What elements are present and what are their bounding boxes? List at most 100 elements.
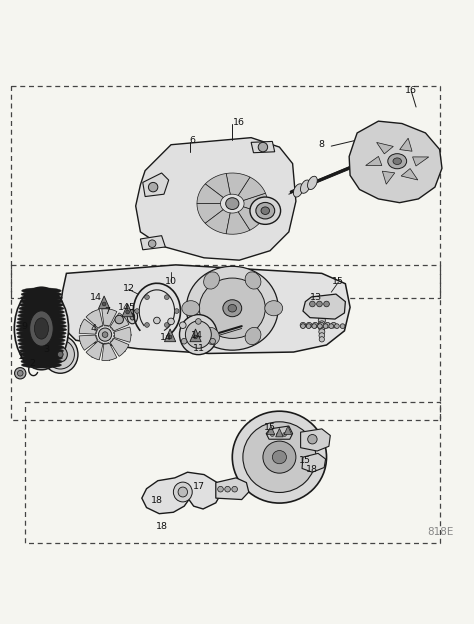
Polygon shape xyxy=(284,426,292,434)
Ellipse shape xyxy=(245,272,261,289)
Text: 17: 17 xyxy=(193,482,205,491)
Text: 16: 16 xyxy=(233,118,246,127)
Circle shape xyxy=(319,323,324,328)
Ellipse shape xyxy=(245,328,261,344)
Ellipse shape xyxy=(20,295,62,301)
Ellipse shape xyxy=(256,202,275,219)
Ellipse shape xyxy=(30,311,53,346)
Circle shape xyxy=(325,323,330,328)
Ellipse shape xyxy=(293,184,303,197)
Circle shape xyxy=(306,323,312,328)
Text: 18: 18 xyxy=(155,522,168,531)
Ellipse shape xyxy=(178,487,188,497)
Ellipse shape xyxy=(53,347,67,362)
Circle shape xyxy=(174,309,179,313)
Circle shape xyxy=(319,325,325,331)
Circle shape xyxy=(168,318,174,324)
Polygon shape xyxy=(243,193,268,214)
Circle shape xyxy=(318,317,326,324)
Text: 7: 7 xyxy=(104,308,110,316)
Ellipse shape xyxy=(265,301,283,316)
Ellipse shape xyxy=(232,411,327,503)
Text: 15: 15 xyxy=(299,456,311,465)
Ellipse shape xyxy=(57,351,63,358)
Polygon shape xyxy=(140,236,165,250)
Ellipse shape xyxy=(393,158,401,165)
Polygon shape xyxy=(102,309,117,326)
Circle shape xyxy=(306,324,311,328)
Ellipse shape xyxy=(308,176,317,190)
Circle shape xyxy=(319,321,325,328)
Ellipse shape xyxy=(18,316,65,322)
Text: 4: 4 xyxy=(90,324,96,333)
Text: 14: 14 xyxy=(191,331,203,340)
Ellipse shape xyxy=(226,198,239,210)
Circle shape xyxy=(180,322,186,328)
Ellipse shape xyxy=(223,300,242,317)
Circle shape xyxy=(277,432,280,436)
Circle shape xyxy=(102,302,106,306)
Circle shape xyxy=(301,324,305,328)
Polygon shape xyxy=(60,265,350,353)
Ellipse shape xyxy=(43,336,78,373)
Ellipse shape xyxy=(301,180,310,193)
Circle shape xyxy=(324,301,329,307)
Ellipse shape xyxy=(182,301,200,316)
Circle shape xyxy=(194,335,197,339)
Polygon shape xyxy=(377,142,393,154)
Circle shape xyxy=(319,337,325,342)
Ellipse shape xyxy=(263,441,296,473)
Circle shape xyxy=(225,486,230,492)
Polygon shape xyxy=(401,168,418,180)
Ellipse shape xyxy=(127,310,137,324)
Circle shape xyxy=(135,309,139,313)
Circle shape xyxy=(323,324,328,328)
Text: 15: 15 xyxy=(264,423,276,432)
Polygon shape xyxy=(303,294,346,319)
Polygon shape xyxy=(164,329,176,342)
Ellipse shape xyxy=(18,337,65,343)
Ellipse shape xyxy=(228,305,237,312)
Polygon shape xyxy=(79,335,98,350)
Polygon shape xyxy=(86,341,103,360)
Text: 16: 16 xyxy=(405,86,417,95)
Circle shape xyxy=(300,323,306,328)
Text: 14: 14 xyxy=(90,293,101,303)
Circle shape xyxy=(319,333,325,338)
Ellipse shape xyxy=(243,422,316,492)
Ellipse shape xyxy=(16,323,66,329)
Ellipse shape xyxy=(20,298,63,305)
Circle shape xyxy=(318,324,322,328)
Ellipse shape xyxy=(204,328,219,344)
Ellipse shape xyxy=(17,319,66,326)
Circle shape xyxy=(329,324,334,328)
Polygon shape xyxy=(190,329,201,342)
Polygon shape xyxy=(266,426,292,439)
Ellipse shape xyxy=(173,482,192,502)
Circle shape xyxy=(115,315,123,324)
Circle shape xyxy=(283,432,286,436)
Ellipse shape xyxy=(21,291,62,298)
Circle shape xyxy=(312,324,317,328)
Circle shape xyxy=(154,317,160,324)
Polygon shape xyxy=(86,310,103,328)
Ellipse shape xyxy=(180,314,217,354)
Ellipse shape xyxy=(19,344,64,351)
Polygon shape xyxy=(238,207,265,230)
Ellipse shape xyxy=(17,330,66,336)
Ellipse shape xyxy=(19,302,64,308)
Circle shape xyxy=(145,295,149,300)
Ellipse shape xyxy=(130,313,135,320)
Circle shape xyxy=(148,182,158,192)
Polygon shape xyxy=(349,121,442,203)
Ellipse shape xyxy=(20,351,63,358)
Text: 15: 15 xyxy=(332,277,344,286)
Ellipse shape xyxy=(102,332,108,338)
Text: 6: 6 xyxy=(189,135,195,145)
Ellipse shape xyxy=(273,451,286,464)
Text: 10: 10 xyxy=(165,277,177,286)
Circle shape xyxy=(168,335,172,339)
Ellipse shape xyxy=(46,340,74,369)
Polygon shape xyxy=(365,157,382,165)
Text: 18: 18 xyxy=(151,496,163,505)
